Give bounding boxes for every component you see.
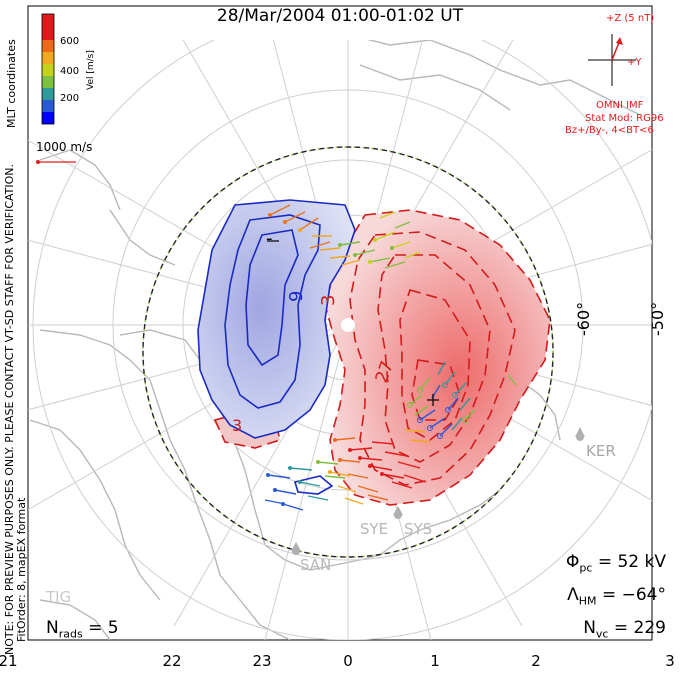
potential-extrema xyxy=(267,240,439,406)
mlt-tick-22: 22 xyxy=(162,652,182,670)
contour-label-3: 3 xyxy=(318,294,339,306)
phi-pc-value: 52 kV xyxy=(617,552,666,572)
negative-potential-cell xyxy=(198,200,355,438)
imf-dial xyxy=(588,34,636,86)
imf-y-label: +Y xyxy=(627,57,642,68)
mlt-tick-0: 0 xyxy=(343,652,353,670)
station-markers xyxy=(291,427,585,555)
velocity-colorbar xyxy=(41,13,55,125)
mlt-tick-3: 3 xyxy=(665,652,675,670)
colorbar-tick-200: 200 xyxy=(60,93,80,104)
negative-contours xyxy=(197,199,356,495)
colorbar-label: Vel [m/s] xyxy=(86,50,96,90)
station-ker: KER xyxy=(586,442,616,460)
lambda-hm-value: −64° xyxy=(621,585,666,605)
station-sye: SYE xyxy=(360,520,389,538)
contour-label-min: - xyxy=(266,228,273,249)
colorbar-tick-600: 600 xyxy=(60,36,80,47)
fit-order-note: FitOrder: 8, mapEX format xyxy=(15,497,28,642)
cross-polar-potential: Φpc = 52 kV xyxy=(566,552,666,575)
latitude-label-50: -50° xyxy=(648,301,667,336)
imf-source: OMNI IMF xyxy=(596,100,644,111)
imf-z-label: +Z (5 nT) xyxy=(606,13,655,24)
vector-scale-label: 1000 m/s xyxy=(36,140,93,154)
pole-marker xyxy=(341,318,355,332)
colorbar-tick-400: 400 xyxy=(60,66,80,77)
vector-scale-bar xyxy=(36,160,76,164)
station-san: SAN xyxy=(300,556,332,574)
n-rads-value: 5 xyxy=(107,618,119,638)
imf-condition: Bz+/By-, 4<BT<6 xyxy=(565,125,654,136)
mlt-tick-23: 23 xyxy=(252,652,272,670)
mlt-tick-1: 1 xyxy=(430,652,440,670)
map-title: 28/Mar/2004 01:00-01:02 UT xyxy=(216,6,464,26)
coastline xyxy=(29,40,641,640)
coordinate-system-label: MLT coordinates xyxy=(5,39,18,128)
vector-origins xyxy=(266,213,468,506)
vector-count: Nvc = 229 xyxy=(583,618,666,641)
hm-boundary-latitude: ΛHM = −64° xyxy=(567,585,666,608)
mlt-tick-2: 2 xyxy=(531,652,541,670)
contour-label-9: 9 xyxy=(286,290,307,302)
mlt-tick-21: 21 xyxy=(0,652,18,670)
station-sys: SYS xyxy=(404,520,433,538)
radar-count: Nrads = 5 xyxy=(46,618,119,641)
n-vc-value: 229 xyxy=(633,618,666,638)
station-tig: TIG xyxy=(46,588,72,606)
contour-label-3-lobe: 3 xyxy=(232,416,243,435)
stat-model: Stat Mod: RG96 xyxy=(585,113,664,124)
latitude-label-60: -60° xyxy=(574,301,593,336)
velocity-vectors xyxy=(264,204,517,511)
